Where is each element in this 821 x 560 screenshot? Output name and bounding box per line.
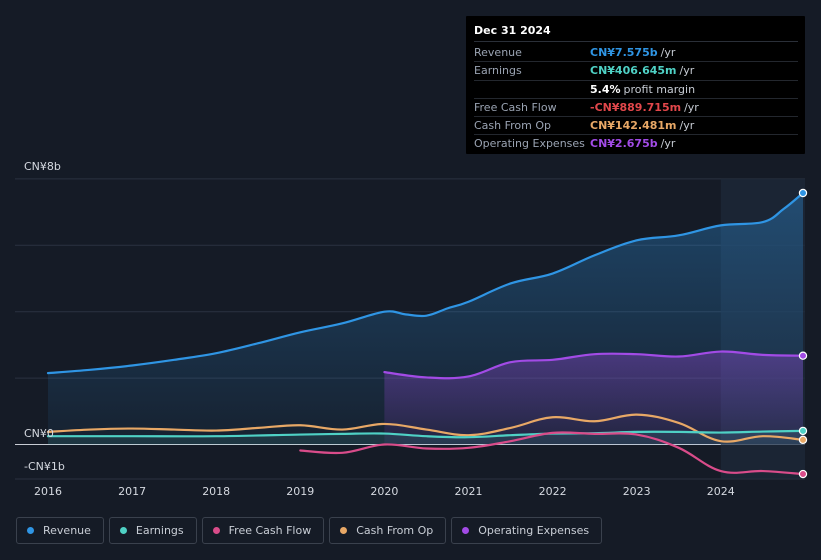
x-tick-label: 2017	[118, 485, 147, 498]
legend-item-operating-expenses[interactable]: Operating Expenses	[451, 517, 603, 544]
tooltip-rows: Revenue CN¥7.575b/yr Earnings CN¥406.645m/y…	[474, 44, 798, 153]
legend-dot-icon	[212, 527, 220, 534]
tooltip-row-value: 5.4%	[590, 82, 621, 96]
legend-item-free-cash-flow[interactable]: Free Cash Flow	[201, 517, 325, 544]
x-tick-label: 2022	[538, 485, 567, 498]
series-end-markers	[798, 188, 808, 479]
free-cash-flow-line	[299, 431, 805, 476]
x-tick-label: 2018	[202, 485, 231, 498]
tooltip-row: Operating Expenses CN¥2.675b/yr	[474, 135, 798, 152]
legend-label: Operating Expenses	[478, 524, 590, 537]
legend-label: Free Cash Flow	[228, 524, 312, 537]
tooltip-row-value: CN¥7.575b	[590, 46, 658, 59]
legend-label: Earnings	[135, 524, 184, 537]
earnings-line	[46, 429, 805, 439]
operating-expenses-line	[383, 350, 805, 380]
tooltip-row-value: CN¥406.645m	[590, 64, 677, 78]
cash-from-op-line	[46, 413, 805, 443]
earnings-end-marker[interactable]	[798, 426, 808, 436]
series-lines	[46, 191, 805, 476]
y-tick-label-bottom: -CN¥1b	[24, 460, 65, 473]
tooltip-row-unit: /yr	[660, 137, 676, 151]
tooltip-row-unit: /yr	[679, 119, 695, 133]
x-tick-label: 2023	[622, 485, 651, 498]
tooltip-row: 5.4% profit margin	[474, 81, 798, 99]
operating-expenses-area	[384, 351, 803, 445]
tooltip-row-label: Cash From Op	[474, 119, 552, 133]
tooltip-row: Earnings CN¥406.645m/yr	[474, 62, 798, 81]
cash-from-op-end-marker[interactable]	[798, 435, 808, 445]
tooltip-row: Free Cash Flow -CN¥889.715m/yr	[474, 99, 798, 118]
y-tick-label-zero: CN¥0	[24, 427, 54, 440]
x-tick-label: 2021	[454, 485, 483, 498]
tooltip-row-value: CN¥142.481m	[590, 119, 677, 133]
legend-dot-icon	[119, 527, 127, 534]
legend-item-revenue[interactable]: Revenue	[16, 517, 104, 544]
tooltip-row-unit: profit margin	[623, 82, 696, 96]
series-areas	[48, 193, 803, 445]
y-tick-label-top: CN¥8b	[24, 160, 61, 173]
legend-item-earnings[interactable]: Earnings	[108, 517, 197, 544]
x-tick-label: 2019	[286, 485, 315, 498]
x-tick-label: 2024	[706, 485, 735, 498]
tooltip-row-label: Free Cash Flow	[474, 100, 557, 114]
tooltip-panel: Dec 31 2024 Revenue CN¥7.575b/yr Earnings C…	[466, 16, 805, 154]
tooltip-row-label: Revenue	[474, 46, 522, 59]
tooltip-row: Revenue CN¥7.575b/yr	[474, 44, 798, 63]
legend-label: Revenue	[43, 524, 91, 537]
tooltip-row-value: -CN¥889.715m	[590, 100, 682, 114]
legend-label: Cash From Op	[356, 524, 434, 537]
legend-dot-icon	[27, 527, 34, 534]
legend-dot-icon	[462, 527, 470, 534]
tooltip-row-unit: /yr	[679, 64, 695, 78]
free-cash-flow-end-marker[interactable]	[798, 469, 808, 479]
revenue-end-marker[interactable]	[798, 188, 808, 198]
tooltip-row-label	[474, 81, 590, 98]
x-tick-label: 2020	[370, 485, 399, 498]
tooltip-date: Dec 31 2024	[474, 23, 798, 42]
revenue-line	[46, 191, 805, 375]
legend-dot-icon	[340, 527, 348, 534]
legend-item-cash-from-op[interactable]: Cash From Op	[329, 517, 447, 544]
tooltip-row-label: Earnings	[474, 64, 522, 78]
x-tick-label: 2016	[34, 485, 62, 498]
tooltip-row-value: CN¥2.675b	[590, 137, 658, 151]
tooltip-row: Cash From Op CN¥142.481m/yr	[474, 117, 798, 136]
tooltip-row-unit: /yr	[660, 46, 676, 59]
tooltip-row-label: Operating Expenses	[474, 137, 585, 151]
tooltip-row-unit: /yr	[684, 100, 699, 114]
legend: Revenue Earnings Free Cash Flow Cash From O…	[16, 517, 603, 544]
operating-expenses-end-marker[interactable]	[798, 351, 808, 360]
